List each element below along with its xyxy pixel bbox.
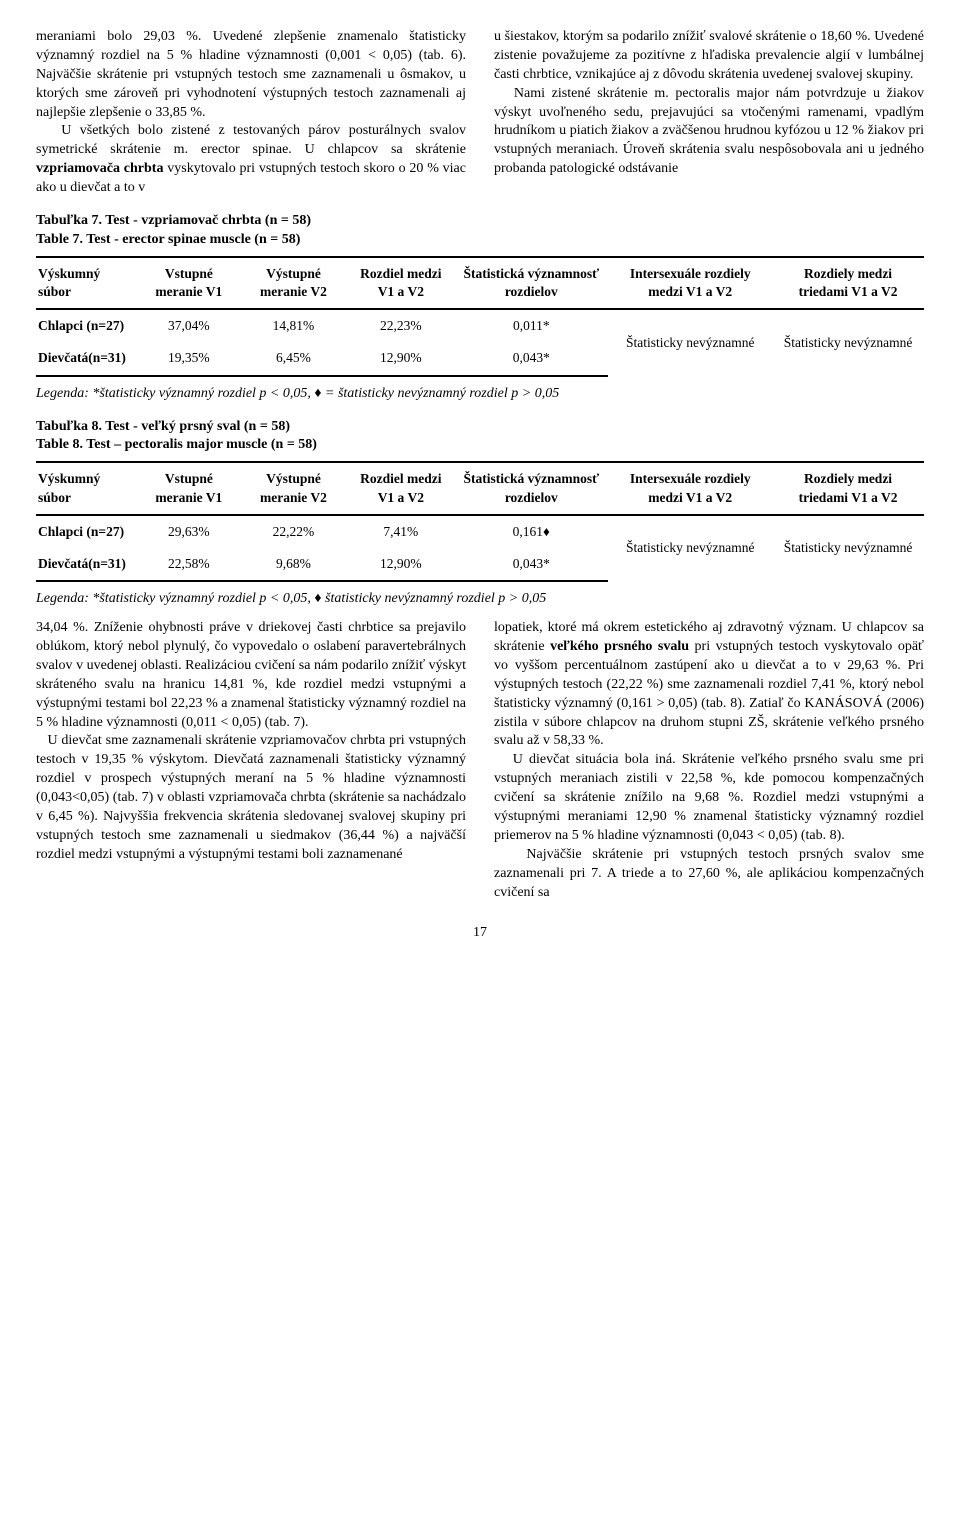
table8-caption: Tabuľka 8. Test - veľký prsný sval (n = … (36, 418, 924, 456)
table8-r1-sig: 0,043* (454, 548, 608, 581)
table7-h5: Intersexuále rozdiely medzi V1 a V2 (608, 257, 772, 309)
table7-r0-label: Chlapci (n=27) (38, 318, 124, 333)
table8-h5: Intersexuále rozdiely medzi V1 a V2 (608, 462, 772, 514)
table7-tried: Štatisticky nevýznamné (772, 309, 924, 375)
table7-h0: Výskumný súbor (36, 257, 138, 309)
table8-r0-diff: 7,41% (347, 515, 454, 548)
table8-caption-sk: Tabuľka 8. Test - veľký prsný sval (n = … (36, 419, 290, 434)
table7-h1: Vstupné meranie V1 (138, 257, 239, 309)
bottom-columns: 34,04 %. Zníženie ohybnosti práve v drie… (36, 619, 924, 902)
top-right-col: u šiestakov, ktorým sa podarilo znížiť s… (494, 28, 924, 198)
table7-caption-sk: Tabuľka 7. Test - vzpriamovač chrbta (n … (36, 213, 311, 228)
table7-h4: Štatistická významnosť rozdielov (454, 257, 608, 309)
table7-h6: Rozdiely medzi triedami V1 a V2 (772, 257, 924, 309)
page-number: 17 (36, 924, 924, 943)
table8-h2: Výstupné meranie V2 (239, 462, 347, 514)
table8-h4: Štatistická významnosť rozdielov (454, 462, 608, 514)
table8-inter: Štatisticky nevýznamné (608, 515, 772, 581)
table7-r1-diff: 12,90% (347, 342, 454, 375)
table7-r1-label: Dievčatá(n=31) (38, 350, 126, 365)
table7-r0-v2: 14,81% (239, 309, 347, 342)
table8-r0-v2: 22,22% (239, 515, 347, 548)
table8-header-row: Výskumný súbor Vstupné meranie V1 Výstup… (36, 462, 924, 514)
table7-caption-en: Table 7. Test - erector spinae muscle (n… (36, 232, 300, 247)
table7-r0-sig: 0,011* (454, 309, 608, 342)
table7-h2: Výstupné meranie V2 (239, 257, 347, 309)
table7: Výskumný súbor Vstupné meranie V1 Výstup… (36, 256, 924, 377)
table7-row-0: Chlapci (n=27) 37,04% 14,81% 22,23% 0,01… (36, 309, 924, 342)
table7-header-row: Výskumný súbor Vstupné meranie V1 Výstup… (36, 257, 924, 309)
table7-h3: Rozdiel medzi V1 a V2 (347, 257, 454, 309)
table8-legend: Legenda: *štatisticky významný rozdiel p… (36, 590, 924, 609)
table8-h3: Rozdiel medzi V1 a V2 (347, 462, 454, 514)
top-columns: meraniami bolo 29,03 %. Uvedené zlepšeni… (36, 28, 924, 198)
table7-legend: Legenda: *štatisticky významný rozdiel p… (36, 385, 924, 404)
table8-h6: Rozdiely medzi triedami V1 a V2 (772, 462, 924, 514)
table7-r0-diff: 22,23% (347, 309, 454, 342)
table8-h0: Výskumný súbor (36, 462, 138, 514)
table8-r0-sig: 0,161♦ (454, 515, 608, 548)
table7-r0-v1: 37,04% (138, 309, 239, 342)
table7-r1-v1: 19,35% (138, 342, 239, 375)
table8-caption-en: Table 8. Test – pectoralis major muscle … (36, 437, 317, 452)
table8-r1-v2: 9,68% (239, 548, 347, 581)
table7-inter: Štatisticky nevýznamné (608, 309, 772, 375)
table8-tried: Štatisticky nevýznamné (772, 515, 924, 581)
table8-r1-diff: 12,90% (347, 548, 454, 581)
table7-caption: Tabuľka 7. Test - vzpriamovač chrbta (n … (36, 212, 924, 250)
bottom-left-col: 34,04 %. Zníženie ohybnosti práve v drie… (36, 619, 466, 902)
table7-r1-sig: 0,043* (454, 342, 608, 375)
table7-r1-v2: 6,45% (239, 342, 347, 375)
bottom-right-col: lopatiek, ktoré má okrem estetického aj … (494, 619, 924, 902)
table8-h1: Vstupné meranie V1 (138, 462, 239, 514)
table8: Výskumný súbor Vstupné meranie V1 Výstup… (36, 461, 924, 582)
table8-row-0: Chlapci (n=27) 29,63% 22,22% 7,41% 0,161… (36, 515, 924, 548)
top-left-col: meraniami bolo 29,03 %. Uvedené zlepšeni… (36, 28, 466, 198)
table8-r1-label: Dievčatá(n=31) (38, 556, 126, 571)
table8-r1-v1: 22,58% (138, 548, 239, 581)
table8-r0-label: Chlapci (n=27) (38, 524, 124, 539)
table8-r0-v1: 29,63% (138, 515, 239, 548)
